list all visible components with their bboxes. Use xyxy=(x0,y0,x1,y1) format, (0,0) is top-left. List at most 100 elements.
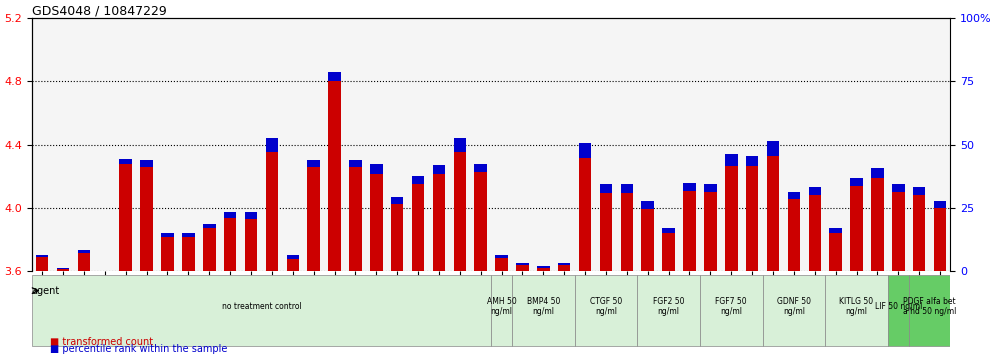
Bar xyxy=(558,263,571,271)
Bar xyxy=(57,268,70,271)
Bar xyxy=(516,263,529,266)
Text: FGF2 50
ng/ml: FGF2 50 ng/ml xyxy=(652,297,684,316)
Bar xyxy=(641,201,654,209)
Bar xyxy=(892,184,904,192)
FancyBboxPatch shape xyxy=(826,275,887,346)
Bar xyxy=(78,250,91,253)
Bar xyxy=(371,164,382,271)
FancyBboxPatch shape xyxy=(512,275,575,346)
Bar xyxy=(913,187,925,271)
Bar xyxy=(266,138,278,152)
Bar xyxy=(182,233,194,237)
Bar xyxy=(120,159,132,271)
Bar xyxy=(809,187,821,271)
Bar xyxy=(329,72,341,81)
Bar xyxy=(245,212,257,271)
Text: ■ transformed count: ■ transformed count xyxy=(50,337,153,347)
Bar xyxy=(621,184,633,193)
Bar xyxy=(99,323,112,327)
Bar xyxy=(662,228,675,233)
Bar xyxy=(474,164,487,271)
FancyBboxPatch shape xyxy=(908,275,950,346)
Bar xyxy=(913,187,925,195)
Bar xyxy=(725,154,737,166)
Bar xyxy=(830,228,842,233)
Bar xyxy=(266,138,278,271)
Text: LIF 50 ng/ml: LIF 50 ng/ml xyxy=(874,302,922,311)
Bar xyxy=(329,72,341,271)
Bar xyxy=(474,164,487,172)
Bar xyxy=(788,192,800,199)
Bar xyxy=(830,228,842,271)
FancyBboxPatch shape xyxy=(637,275,700,346)
Bar xyxy=(579,143,592,271)
FancyBboxPatch shape xyxy=(575,275,637,346)
Bar xyxy=(78,250,91,271)
Bar xyxy=(704,184,717,271)
FancyBboxPatch shape xyxy=(32,275,491,346)
Bar xyxy=(767,142,779,156)
Bar xyxy=(308,160,320,271)
FancyBboxPatch shape xyxy=(700,275,763,346)
Bar xyxy=(934,201,946,271)
Bar xyxy=(725,154,737,271)
Bar xyxy=(892,184,904,271)
Bar xyxy=(851,178,863,186)
Bar xyxy=(683,183,696,191)
Text: FGF7 50
ng/ml: FGF7 50 ng/ml xyxy=(715,297,747,316)
Text: GDS4048 / 10847229: GDS4048 / 10847229 xyxy=(32,4,166,17)
Bar xyxy=(872,168,883,271)
Bar xyxy=(600,184,613,193)
Bar xyxy=(411,176,424,271)
Bar xyxy=(453,138,466,271)
Text: no treatment control: no treatment control xyxy=(221,302,302,311)
Bar xyxy=(537,266,550,271)
Bar xyxy=(161,233,173,237)
Bar xyxy=(350,160,362,271)
Bar xyxy=(579,143,592,158)
Bar xyxy=(350,160,362,167)
Bar xyxy=(140,160,152,167)
Bar xyxy=(36,255,49,257)
Bar xyxy=(99,271,112,323)
Bar xyxy=(120,159,132,164)
Bar xyxy=(788,192,800,271)
Bar xyxy=(432,165,445,271)
Bar xyxy=(57,268,70,269)
Bar xyxy=(516,263,529,271)
Bar xyxy=(432,165,445,173)
Bar xyxy=(203,223,215,271)
Bar xyxy=(161,233,173,271)
Bar xyxy=(224,212,236,218)
Bar xyxy=(641,201,654,271)
FancyBboxPatch shape xyxy=(887,275,908,346)
Bar xyxy=(453,138,466,152)
Bar xyxy=(851,178,863,271)
Text: agent: agent xyxy=(32,286,60,296)
Text: GDNF 50
ng/ml: GDNF 50 ng/ml xyxy=(777,297,811,316)
Bar xyxy=(495,255,508,271)
Bar xyxy=(287,255,299,271)
Bar xyxy=(371,164,382,174)
Bar xyxy=(872,168,883,178)
Text: AMH 50
ng/ml: AMH 50 ng/ml xyxy=(487,297,517,316)
Bar xyxy=(140,160,152,271)
Bar xyxy=(390,197,403,204)
Bar xyxy=(245,212,257,218)
Bar xyxy=(746,156,758,271)
Text: PDGF alfa bet
a hd 50 ng/ml: PDGF alfa bet a hd 50 ng/ml xyxy=(903,297,956,316)
Bar xyxy=(36,255,49,271)
Bar xyxy=(809,187,821,195)
Bar xyxy=(224,212,236,271)
Bar xyxy=(558,263,571,265)
Bar xyxy=(287,255,299,259)
Bar xyxy=(934,201,946,207)
Bar xyxy=(662,228,675,271)
Bar xyxy=(683,183,696,271)
Bar xyxy=(390,197,403,271)
Bar xyxy=(600,184,613,271)
Bar xyxy=(495,255,508,258)
Bar xyxy=(704,184,717,192)
Bar xyxy=(746,156,758,166)
Text: CTGF 50
ng/ml: CTGF 50 ng/ml xyxy=(590,297,622,316)
